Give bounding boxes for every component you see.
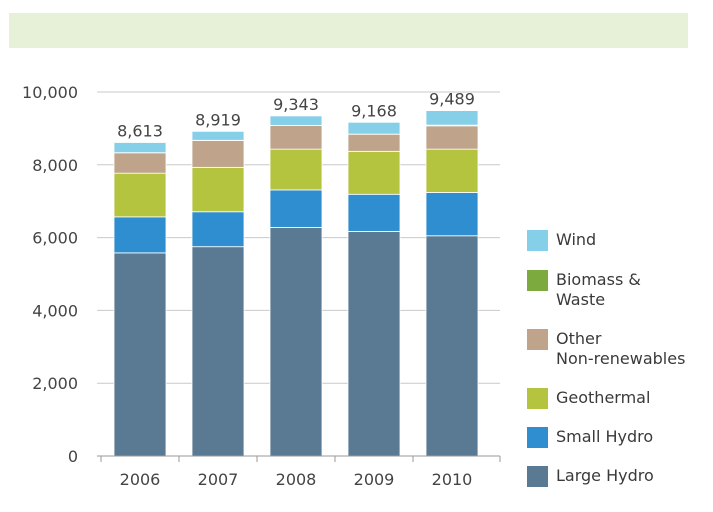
legend-swatch (527, 388, 548, 409)
legend-swatch (527, 466, 548, 487)
bar-segment-geothermal (425, 148, 479, 193)
bar-segment-small-hydro (191, 211, 245, 248)
bar-segment-geothermal (347, 150, 401, 195)
bar-segment-small-hydro (425, 192, 479, 237)
header-band (9, 13, 688, 48)
bar-segment-small-hydro (113, 216, 167, 254)
bar-segment-other (113, 152, 167, 174)
bar-segment-wind (191, 130, 245, 141)
x-tick-label: 2006 (120, 470, 161, 489)
bar-segment-wind (113, 142, 167, 154)
legend-label: Biomass & Waste (556, 270, 641, 309)
y-tick-label: 6,000 (32, 229, 78, 248)
bar-total-label: 8,919 (195, 110, 241, 129)
bar-segment-small-hydro (347, 193, 401, 232)
bar-segment-geothermal (113, 172, 167, 218)
x-tick-label: 2009 (354, 470, 395, 489)
bar-segment-large-hydro (269, 227, 323, 457)
bar-segment-large-hydro (347, 231, 401, 457)
x-tick-label: 2008 (276, 470, 317, 489)
legend-label: Large Hydro (556, 466, 654, 485)
legend-item: Geothermal (527, 388, 650, 409)
y-tick-label: 4,000 (32, 301, 78, 320)
legend-label: Small Hydro (556, 427, 654, 446)
bar-total-label: 9,489 (429, 90, 475, 109)
bar-segment-wind (425, 110, 479, 126)
bar-segment-wind (269, 115, 323, 126)
y-tick-label: 8,000 (32, 156, 78, 175)
y-tick-label: 0 (68, 447, 78, 466)
legend-swatch (527, 230, 548, 251)
bar-segment-large-hydro (425, 235, 479, 457)
legend-item: Small Hydro (527, 427, 653, 448)
bar-segment-other (347, 133, 401, 152)
bar-segment-large-hydro (191, 246, 245, 457)
bar-segment-wind (347, 121, 401, 135)
legend-label: Geothermal (556, 388, 651, 407)
x-tick-label: 2010 (432, 470, 473, 489)
legend-item: Large Hydro (527, 466, 654, 487)
bar-segment-geothermal (191, 166, 245, 213)
x-tick-label: 2007 (198, 470, 239, 489)
bar-segment-small-hydro (269, 189, 323, 228)
bar-segment-geothermal (269, 148, 323, 191)
legend-item: Wind (527, 230, 596, 251)
y-tick-label: 2,000 (32, 374, 78, 393)
bar-segment-other (191, 140, 245, 168)
legend-swatch (527, 270, 548, 291)
legend-swatch (527, 427, 548, 448)
legend-item: Other Non-renewables (527, 329, 685, 369)
bar-total-label: 9,343 (273, 95, 319, 114)
bar-segment-other (425, 125, 479, 150)
bar-total-label: 8,613 (117, 121, 163, 140)
bar-segment-large-hydro (113, 252, 167, 457)
bar-segment-other (269, 125, 323, 150)
legend-label: Other Non-renewables (556, 329, 686, 368)
bar-total-label: 9,168 (351, 101, 397, 120)
legend-swatch (527, 329, 548, 350)
y-tick-label: 10,000 (22, 83, 78, 102)
legend-item: Biomass & Waste (527, 270, 641, 310)
legend-label: Wind (556, 230, 597, 249)
